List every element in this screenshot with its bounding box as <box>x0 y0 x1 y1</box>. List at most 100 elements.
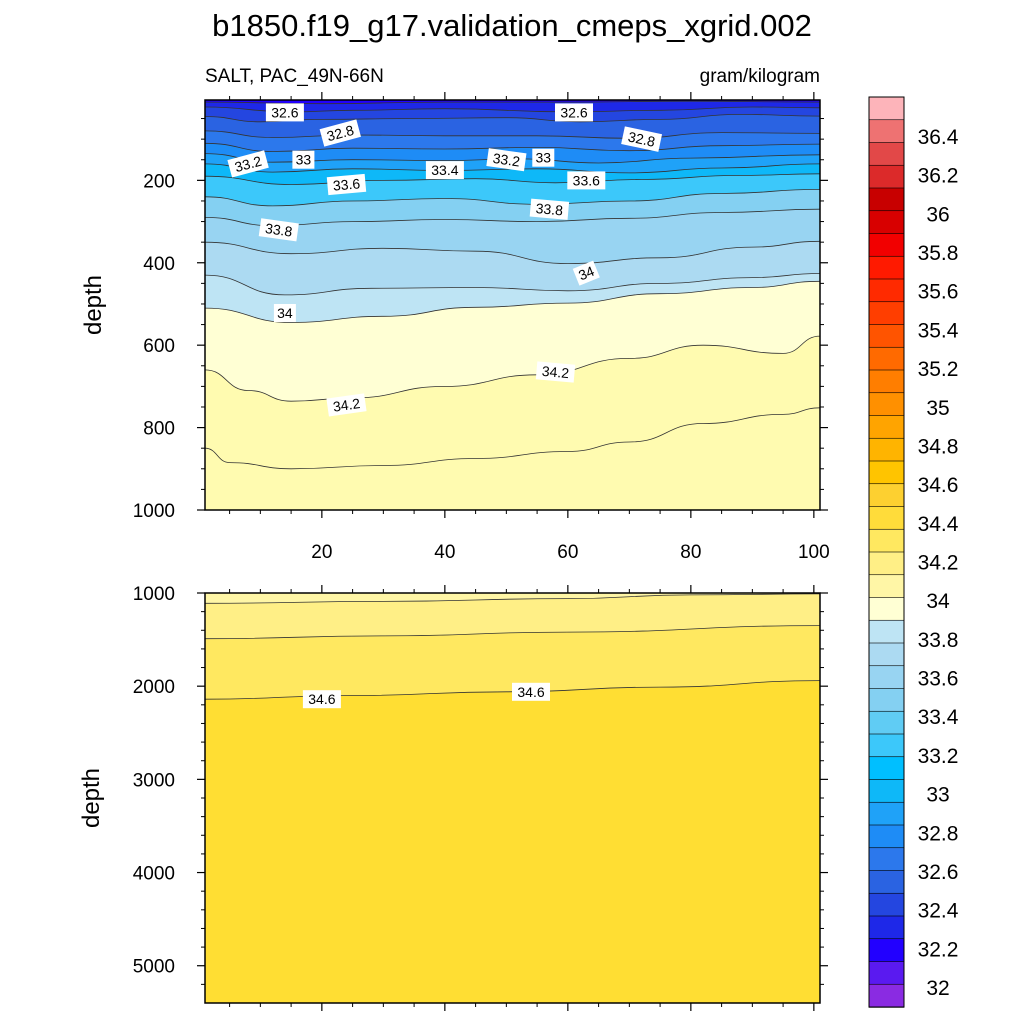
contour-label: 33.8 <box>529 198 570 220</box>
colorbar-swatch <box>868 983 905 1008</box>
colorbar-swatch <box>868 938 905 963</box>
x-tick-label: 40 <box>434 542 455 563</box>
colorbar-label: 32.2 <box>918 938 959 961</box>
colorbar-swatch <box>868 437 905 462</box>
colorbar-label: 33 <box>926 784 949 807</box>
contour-label-text: 34.2 <box>541 363 570 381</box>
colorbar-label: 36.2 <box>918 165 959 188</box>
colorbar-swatch <box>868 574 905 599</box>
lower-ylabel: depth <box>78 768 105 828</box>
colorbar-swatch <box>868 733 905 758</box>
y-tick-label: 5000 <box>133 957 175 978</box>
colorbar-swatch <box>868 278 905 303</box>
x-tick-label: 60 <box>557 542 578 563</box>
contour-line <box>204 240 821 265</box>
contour-label-text: 34 <box>277 305 293 321</box>
colorbar-frame <box>868 96 905 1008</box>
contour-label: 33.6 <box>567 171 606 190</box>
contour-line <box>204 130 821 139</box>
colorbar-swatch <box>868 164 905 189</box>
upper-axis-ticks: 200 400 600 800 1000 20 40 60 80 100 <box>133 92 830 563</box>
colorbar-swatch <box>868 119 905 144</box>
colorbar-label: 36 <box>926 203 949 226</box>
colorbar-swatch <box>868 210 905 235</box>
contour-label-text: 32.8 <box>325 122 356 145</box>
colorbar-label: 34.6 <box>918 474 959 497</box>
y-tick-label: 400 <box>143 254 175 275</box>
contour-line <box>204 680 821 700</box>
colorbar-label: 35 <box>926 397 949 420</box>
contour-line <box>204 335 821 402</box>
contour-label-text: 34.6 <box>308 691 335 707</box>
colorbar-swatch <box>868 847 905 872</box>
upper-plot-frame <box>204 99 821 511</box>
colorbar-swatch <box>868 324 905 348</box>
contour-label: 33.8 <box>258 218 299 242</box>
contour-label-text: 32.8 <box>627 128 657 149</box>
contour-label: 32.8 <box>319 119 361 147</box>
chart-title: b1850.f19_g17.validation_cmeps_xgrid.002 <box>212 8 812 43</box>
colorbar-swatch <box>868 915 905 940</box>
colorbar-swatch <box>868 756 905 781</box>
contour-label: 34.2 <box>326 393 367 417</box>
lower-panel: 34.6 34.6 1000 2000 3000 4000 5000 depth <box>78 584 828 1011</box>
upper-contour-lines <box>204 100 821 470</box>
y-tick-label: 200 <box>143 171 175 192</box>
colorbar-swatch <box>868 187 905 212</box>
contour-label: 34.2 <box>535 361 576 383</box>
contour-label: 33.6 <box>326 173 367 196</box>
contour-label: 33 <box>532 148 555 167</box>
contour-label-text: 34.2 <box>332 395 361 415</box>
colorbar-swatch <box>868 415 905 439</box>
colorbar-swatch <box>868 460 905 485</box>
y-tick-label: 2000 <box>133 677 175 698</box>
colorbar-swatch <box>868 483 905 508</box>
contour-label: 33 <box>292 150 315 169</box>
colorbar-swatch <box>868 96 905 121</box>
colorbar-label: 33.2 <box>918 745 959 768</box>
contour-label: 34.6 <box>302 690 341 709</box>
colorbar-label: 32.6 <box>918 861 959 884</box>
contour-line <box>204 142 821 152</box>
colorbar-swatch <box>868 255 905 280</box>
colorbar-swatch <box>868 870 905 894</box>
contour-line <box>204 189 821 207</box>
colorbar-swatch <box>868 392 905 417</box>
contour-label-text: 33.6 <box>332 175 361 193</box>
y-tick-label: 1000 <box>133 501 175 522</box>
y-tick-label: 4000 <box>133 864 175 885</box>
y-tick-label: 800 <box>143 419 175 440</box>
contour-label-text: 33.4 <box>431 162 458 178</box>
contour-label: 34 <box>572 260 600 286</box>
contour-label-text: 34.6 <box>517 684 544 700</box>
contour-label-text: 32.6 <box>560 104 587 120</box>
contour-label-text: 33.8 <box>535 200 564 218</box>
colorbar-swatch <box>868 506 905 530</box>
contour-line <box>204 173 821 185</box>
colorbar-swatch <box>868 233 905 257</box>
upper-ylabel: depth <box>80 275 107 335</box>
contour-line <box>204 163 821 174</box>
colorbar-swatch <box>868 369 905 394</box>
colorbar-label: 32.8 <box>918 822 959 845</box>
contour-line <box>204 100 821 105</box>
contour-label: 34.6 <box>512 682 550 701</box>
contour-label-text: 32.6 <box>271 104 298 120</box>
colorbar-swatch <box>868 619 905 644</box>
x-tick-label: 80 <box>680 542 701 563</box>
upper-contour-labels: 32.6 32.6 32.8 32.8 33.2 33 33.2 33 33.4 33.6 33.6… <box>227 103 663 417</box>
y-tick-label: 3000 <box>133 770 175 791</box>
contour-label-text: 33.2 <box>233 153 264 176</box>
variable-label: SALT, PAC_49N-66N <box>205 66 384 87</box>
lower-axis-ticks: 1000 2000 3000 4000 5000 <box>133 584 828 1011</box>
contour-label: 32.6 <box>265 103 304 122</box>
contour-line <box>204 625 821 640</box>
colorbar-label: 34.8 <box>918 436 959 459</box>
colorbar-swatch <box>868 688 905 712</box>
colorbar-swatch <box>868 710 905 735</box>
colorbar-swatch <box>868 597 905 621</box>
colorbar: 36.4 36.2 36 35.8 35.6 35.4 35.2 35 34.8 34.6 34.4… <box>868 96 959 1008</box>
lower-contour-labels: 34.6 34.6 <box>302 682 550 709</box>
contour-label: 33.2 <box>227 150 269 178</box>
contour-label: 33.4 <box>425 161 464 180</box>
